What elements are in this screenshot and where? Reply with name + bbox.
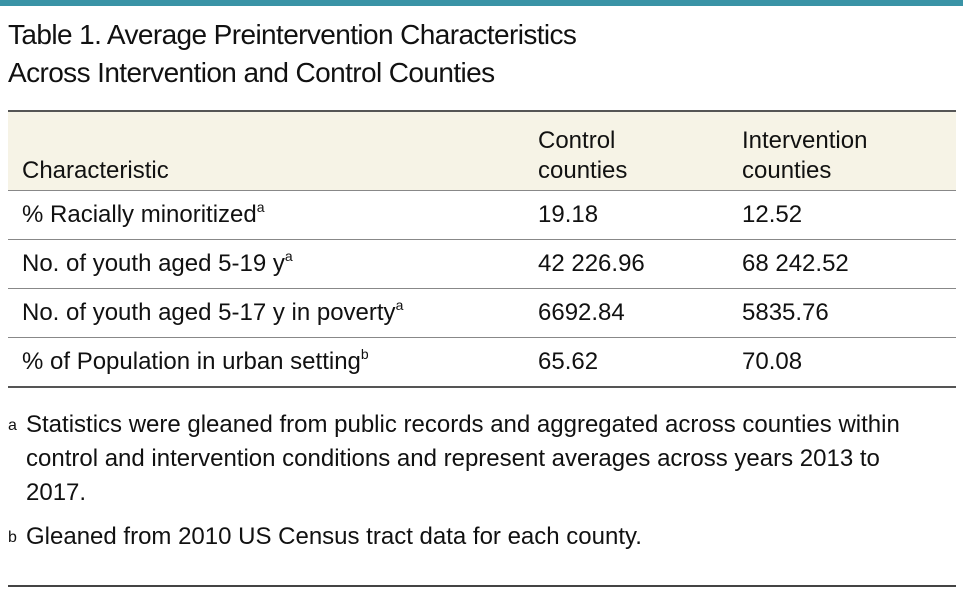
table-header-row: Characteristic Control counties Interven… bbox=[8, 111, 956, 191]
header-intervention-line-2: counties bbox=[742, 157, 832, 184]
control-value: 42 226.96 bbox=[524, 239, 728, 289]
header-control-line-1: Control bbox=[538, 127, 616, 154]
header-intervention-line-1: Intervention bbox=[742, 127, 868, 154]
row-label: % of Population in urban settingb bbox=[8, 338, 524, 388]
bottom-rule bbox=[8, 585, 956, 587]
footnote-b: b Gleaned from 2010 US Census tract data… bbox=[8, 520, 928, 554]
control-value: 65.62 bbox=[538, 348, 599, 375]
row-label: No. of youth aged 5-19 ya bbox=[8, 239, 524, 289]
table-row: % Racially minoritizeda 19.18 12.52 bbox=[8, 190, 956, 240]
table-row: No. of youth aged 5-17 y in povertya 669… bbox=[8, 288, 956, 338]
row-label-text: No. of youth aged 5-19 y bbox=[22, 250, 285, 277]
top-accent-bar bbox=[0, 0, 963, 6]
intervention-value: 68 242.52 bbox=[728, 239, 956, 289]
footnote-marker: a bbox=[395, 297, 404, 313]
footnote-a-text: Statistics were gleaned from public reco… bbox=[26, 411, 900, 506]
characteristics-table: Characteristic Control counties Interven… bbox=[8, 110, 956, 388]
control-value: 6692.84 bbox=[524, 288, 728, 338]
table-title-line-1: Table 1. Average Preintervention Charact… bbox=[8, 19, 577, 50]
footnote-marker: a bbox=[256, 199, 265, 215]
table-row: % of Population in urban settingb 65.62 … bbox=[8, 338, 956, 388]
row-label: % Racially minoritizeda bbox=[8, 190, 524, 240]
intervention-value: 5835.76 bbox=[728, 288, 956, 338]
header-intervention-counties: Intervention counties bbox=[728, 111, 956, 191]
header-control-line-2: counties bbox=[538, 157, 628, 184]
footnote-a-marker: a bbox=[8, 417, 17, 434]
table-row: No. of youth aged 5-19 ya 42 226.96 68 2… bbox=[8, 239, 956, 289]
footnote-marker: a bbox=[284, 248, 293, 264]
row-label: No. of youth aged 5-17 y in povertya bbox=[8, 288, 524, 338]
footnote-marker: b bbox=[360, 346, 369, 362]
control-value: 19.18 bbox=[524, 190, 728, 240]
row-label-text: % Racially minoritized bbox=[22, 201, 257, 228]
row-label-text: % of Population in urban setting bbox=[22, 348, 361, 375]
header-characteristic: Characteristic bbox=[8, 111, 524, 191]
header-control-counties: Control counties bbox=[524, 111, 728, 191]
table-title: Table 1. Average Preintervention Charact… bbox=[8, 16, 948, 92]
intervention-value: 70.08 bbox=[742, 348, 803, 375]
table-footnotes: a Statistics were gleaned from public re… bbox=[8, 408, 928, 554]
footnote-a: a Statistics were gleaned from public re… bbox=[8, 408, 928, 510]
table-title-line-2: Across Intervention and Control Counties bbox=[8, 57, 495, 88]
footnote-b-text: Gleaned from 2010 US Census tract data f… bbox=[26, 523, 642, 550]
row-label-text: No. of youth aged 5-17 y in poverty bbox=[22, 299, 396, 326]
intervention-value: 12.52 bbox=[728, 190, 956, 240]
footnote-b-marker: b bbox=[8, 529, 17, 546]
header-characteristic-label: Characteristic bbox=[22, 157, 169, 184]
